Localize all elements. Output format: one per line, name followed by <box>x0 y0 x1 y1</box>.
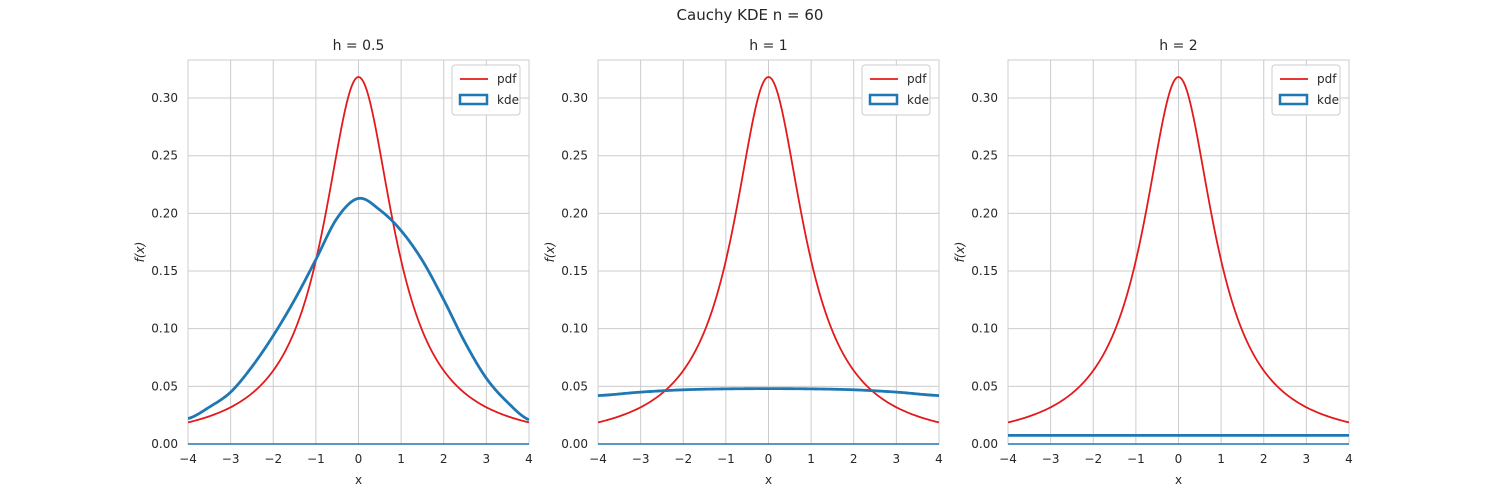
subplot-title: h = 1 <box>749 38 787 54</box>
y-axis-label: f(x) <box>953 242 967 263</box>
y-tick-label: 0.20 <box>561 206 588 220</box>
legend-box <box>861 64 931 116</box>
x-tick-label: −3 <box>632 452 650 466</box>
x-tick-label: −4 <box>589 452 607 466</box>
legend-kde-swatch <box>458 93 489 106</box>
subplot-title: h = 2 <box>1159 38 1197 54</box>
legend-label: pdf <box>1317 72 1337 86</box>
legend-box <box>451 64 521 116</box>
x-tick-label: 2 <box>850 452 858 466</box>
x-tick-label: 2 <box>440 452 448 466</box>
y-tick-label: 0.30 <box>561 91 588 105</box>
legend-label: kde <box>1317 93 1339 107</box>
y-tick-label: 0.25 <box>561 149 588 163</box>
x-tick-label: 3 <box>1303 452 1311 466</box>
x-tick-label: −1 <box>307 452 325 466</box>
x-tick-label: 1 <box>1217 452 1225 466</box>
y-tick-label: 0.05 <box>151 379 178 393</box>
y-tick-label: 0.20 <box>151 206 178 220</box>
subplot-3 <box>1007 59 1350 445</box>
y-tick-label: 0.20 <box>971 206 998 220</box>
x-tick-label: −1 <box>717 452 735 466</box>
y-tick-label: 0.10 <box>971 322 998 336</box>
legend-label: pdf <box>497 72 517 86</box>
subplot-1 <box>187 59 530 445</box>
y-tick-label: 0.25 <box>151 149 178 163</box>
legend-box <box>1271 64 1341 116</box>
x-tick-label: 1 <box>807 452 815 466</box>
y-tick-label: 0.05 <box>971 379 998 393</box>
x-axis-label: x <box>1175 473 1182 487</box>
y-tick-label: 0.05 <box>561 379 588 393</box>
x-tick-label: −2 <box>674 452 692 466</box>
x-tick-label: 4 <box>525 452 533 466</box>
legend-kde-swatch <box>1278 93 1309 106</box>
y-tick-label: 0.00 <box>561 437 588 451</box>
x-tick-label: 2 <box>1260 452 1268 466</box>
x-tick-label: −4 <box>999 452 1017 466</box>
y-tick-label: 0.10 <box>561 322 588 336</box>
x-axis-label: x <box>355 473 362 487</box>
x-tick-label: 3 <box>893 452 901 466</box>
x-tick-label: −3 <box>1042 452 1060 466</box>
y-tick-label: 0.30 <box>151 91 178 105</box>
x-tick-label: 0 <box>765 452 773 466</box>
y-tick-label: 0.00 <box>151 437 178 451</box>
series-line-pdf <box>1008 75 1349 424</box>
legend-label: kde <box>907 93 929 107</box>
series-line-kde <box>188 196 529 422</box>
subplot-title: h = 0.5 <box>333 38 385 54</box>
y-tick-label: 0.30 <box>971 91 998 105</box>
legend-label: kde <box>497 93 519 107</box>
series-line-pdf <box>598 75 939 424</box>
y-tick-label: 0.00 <box>971 437 998 451</box>
y-axis-label: f(x) <box>133 242 147 263</box>
x-tick-label: −1 <box>1127 452 1145 466</box>
series-line-pdf <box>188 75 529 424</box>
x-axis-label: x <box>765 473 772 487</box>
legend-kde-swatch <box>868 93 899 106</box>
y-axis-label: f(x) <box>543 242 557 263</box>
y-tick-label: 0.10 <box>151 322 178 336</box>
y-tick-label: 0.15 <box>561 264 588 278</box>
y-tick-label: 0.25 <box>971 149 998 163</box>
y-tick-label: 0.15 <box>971 264 998 278</box>
x-tick-label: 3 <box>483 452 491 466</box>
x-tick-label: 4 <box>1345 452 1353 466</box>
x-tick-label: −2 <box>1084 452 1102 466</box>
series-line-kde <box>598 387 939 397</box>
x-tick-label: 0 <box>355 452 363 466</box>
legend-label: pdf <box>907 72 927 86</box>
figure-title: Cauchy KDE n = 60 <box>676 6 824 24</box>
subplot-2 <box>597 59 940 445</box>
x-tick-label: −4 <box>179 452 197 466</box>
x-tick-label: −2 <box>264 452 282 466</box>
y-tick-label: 0.15 <box>151 264 178 278</box>
x-tick-label: 4 <box>935 452 943 466</box>
x-tick-label: −3 <box>222 452 240 466</box>
x-tick-label: 0 <box>1175 452 1183 466</box>
x-tick-label: 1 <box>397 452 405 466</box>
